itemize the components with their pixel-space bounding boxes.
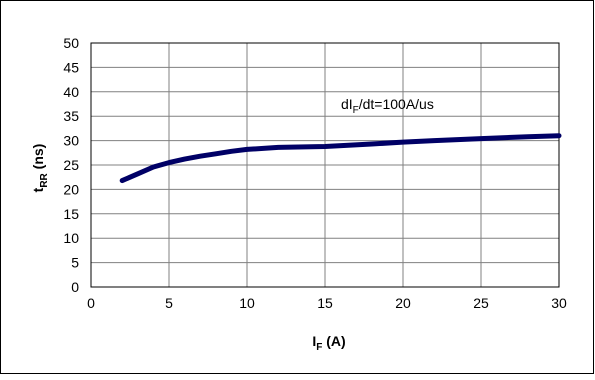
y-tick-label: 0 (71, 279, 79, 295)
y-tick-label: 40 (63, 84, 79, 100)
x-axis-label-main: I (312, 333, 316, 349)
x-axis-label: IF (A) (312, 333, 345, 353)
y-axis-label: tRR (ns) (30, 144, 50, 193)
x-tick-label: 15 (317, 295, 333, 311)
x-tick-label: 20 (395, 295, 411, 311)
y-tick-labels: 0 5 10 15 20 25 30 35 40 45 50 (63, 35, 79, 295)
y-tick-label: 5 (71, 255, 79, 271)
y-axis-label-sub: RR (39, 172, 50, 187)
y-tick-label: 15 (63, 206, 79, 222)
y-tick-label: 45 (63, 59, 79, 75)
x-tick-label: 5 (165, 295, 173, 311)
series-line (119, 133, 562, 184)
x-tick-labels: 0 5 10 15 20 25 30 (87, 295, 567, 311)
plot-area (90, 42, 560, 288)
y-axis-label-main: t (30, 187, 46, 192)
x-tick-label: 25 (473, 295, 489, 311)
annotation-tail: /dt=100A/us (359, 96, 434, 112)
annotation-sub: F (353, 105, 359, 116)
y-tick-label: 10 (63, 230, 79, 246)
y-tick-label: 35 (63, 108, 79, 124)
y-axis-label-tail: (ns) (30, 144, 46, 174)
y-tick-label: 20 (63, 181, 79, 197)
y-tick-label: 30 (63, 133, 79, 149)
x-tick-label: 10 (239, 295, 255, 311)
y-tick-label: 25 (63, 157, 79, 173)
x-axis-label-sub: F (316, 342, 322, 353)
annotation-main: dI (341, 96, 353, 112)
annotation-didt: dIF/dt=100A/us (341, 96, 434, 116)
x-axis-label-tail: (A) (322, 333, 345, 349)
y-tick-label: 50 (63, 35, 79, 51)
x-tick-label: 0 (87, 295, 95, 311)
x-tick-label: 30 (551, 295, 567, 311)
